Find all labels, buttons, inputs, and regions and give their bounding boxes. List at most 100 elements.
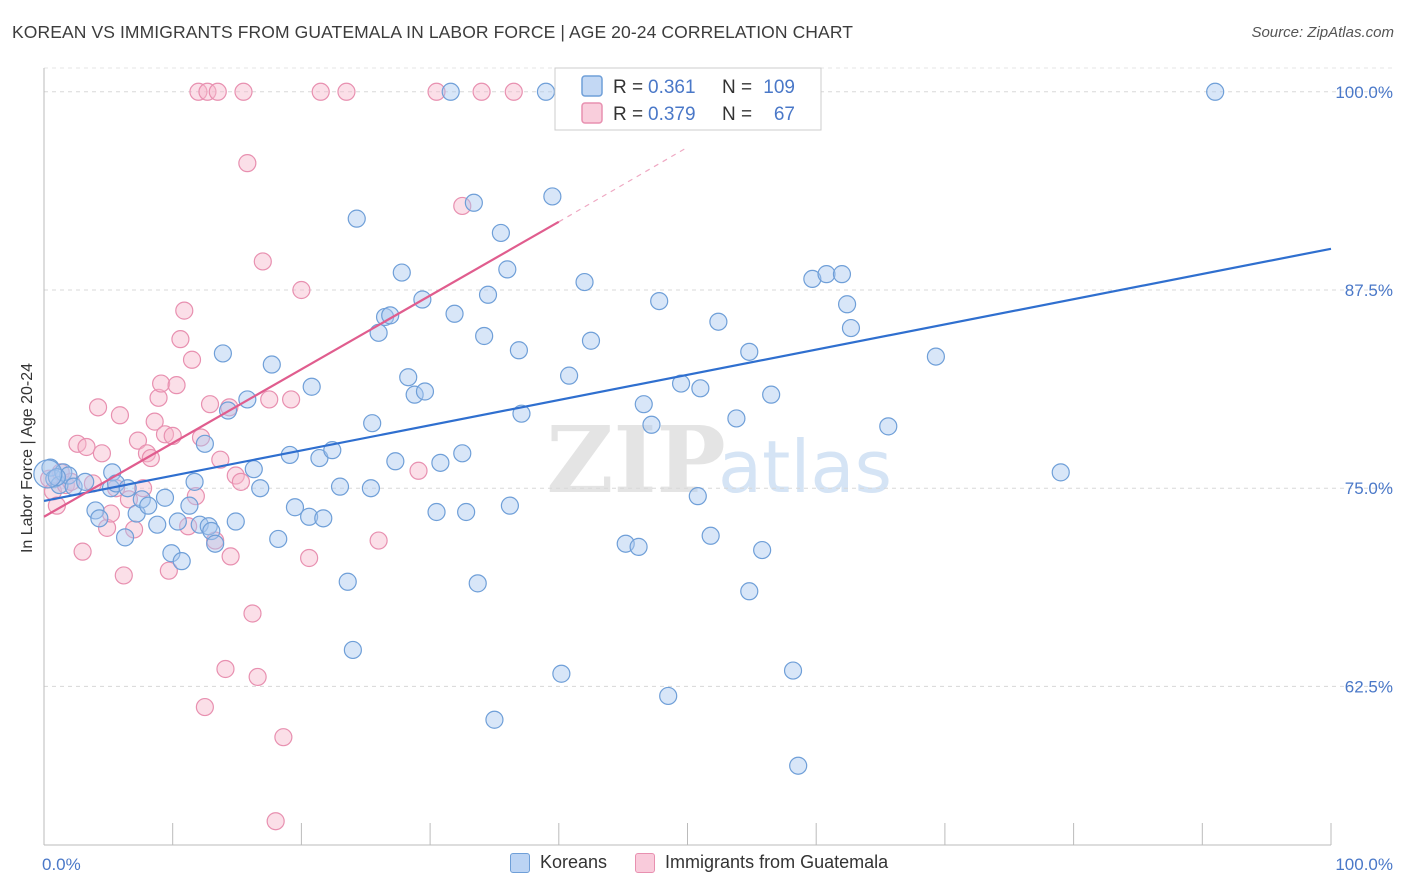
point-korean bbox=[1206, 82, 1225, 101]
y-tick-label: 87.5% bbox=[1345, 281, 1393, 300]
legend-item-koreans[interactable]: Koreans bbox=[510, 852, 607, 873]
point-guatemala bbox=[409, 461, 428, 480]
point-korean bbox=[559, 366, 579, 385]
point-korean bbox=[59, 466, 78, 485]
point-korean bbox=[441, 82, 460, 101]
point-korean bbox=[90, 509, 109, 528]
trendline-guatemala-extension bbox=[558, 146, 688, 223]
point-korean bbox=[817, 265, 836, 284]
point-korean bbox=[753, 540, 772, 560]
point-korean bbox=[386, 452, 405, 471]
point-guatemala bbox=[152, 374, 171, 393]
point-korean bbox=[485, 710, 504, 729]
point-korean bbox=[405, 385, 424, 404]
point-guatemala bbox=[145, 412, 164, 431]
y-axis-title: In Labor Force | Age 20-24 bbox=[19, 362, 36, 554]
point-korean bbox=[172, 552, 191, 571]
watermark-atlas: atlas bbox=[718, 425, 892, 509]
point-korean bbox=[269, 529, 288, 549]
point-guatemala bbox=[274, 728, 293, 747]
point-guatemala bbox=[167, 376, 186, 395]
point-korean bbox=[642, 415, 661, 434]
point-guatemala bbox=[175, 301, 194, 320]
point-guatemala bbox=[234, 82, 253, 101]
legend-label-guatemala: Immigrants from Guatemala bbox=[665, 852, 889, 872]
trendline-guatemala bbox=[43, 220, 560, 518]
point-guatemala bbox=[292, 280, 311, 300]
point-korean bbox=[841, 318, 861, 338]
point-korean bbox=[251, 479, 270, 498]
point-guatemala bbox=[101, 504, 121, 523]
point-guatemala bbox=[300, 548, 319, 568]
point-korean bbox=[581, 331, 601, 350]
point-korean bbox=[226, 512, 245, 531]
point-korean bbox=[76, 472, 95, 491]
point-guatemala bbox=[453, 196, 472, 216]
point-guatemala bbox=[92, 444, 112, 463]
legend-swatch-guatemala bbox=[635, 852, 656, 873]
point-korean bbox=[427, 502, 446, 522]
point-korean bbox=[1051, 463, 1070, 482]
point-korean bbox=[369, 323, 388, 342]
point-korean bbox=[343, 640, 362, 660]
point-guatemala bbox=[238, 154, 257, 173]
point-guatemala bbox=[266, 812, 285, 831]
point-korean bbox=[302, 377, 321, 396]
point-guatemala bbox=[243, 604, 262, 623]
y-tick-label: 62.5% bbox=[1345, 677, 1393, 696]
top-legend-n-label: N = bbox=[722, 104, 752, 125]
point-korean bbox=[498, 260, 517, 279]
point-korean bbox=[330, 477, 350, 496]
point-korean bbox=[453, 444, 472, 463]
point-guatemala bbox=[114, 566, 133, 585]
top-legend-r-value: 0.361 bbox=[648, 77, 696, 98]
point-guatemala bbox=[282, 390, 301, 409]
point-guatemala bbox=[159, 561, 178, 580]
point-korean bbox=[478, 285, 498, 304]
point-korean bbox=[155, 488, 175, 507]
point-korean bbox=[338, 572, 357, 591]
point-korean bbox=[244, 460, 263, 479]
point-guatemala bbox=[200, 395, 220, 414]
point-guatemala bbox=[211, 450, 230, 469]
point-korean bbox=[837, 295, 857, 314]
top-legend: R = 0.361 N = 109 R = 0.379 N = 67 bbox=[554, 67, 822, 131]
top-legend-n-value: 109 bbox=[763, 77, 795, 98]
chart-source: Source: ZipAtlas.com bbox=[1251, 24, 1394, 41]
point-guatemala bbox=[128, 431, 148, 450]
point-korean bbox=[727, 409, 746, 428]
y-tick-label: 100.0% bbox=[1335, 83, 1393, 102]
point-korean bbox=[789, 756, 808, 775]
point-korean bbox=[491, 223, 510, 243]
top-legend-swatch bbox=[581, 75, 603, 97]
x-tick-label-min: 0.0% bbox=[42, 855, 81, 874]
point-guatemala bbox=[182, 350, 202, 369]
point-guatemala bbox=[221, 547, 240, 566]
point-guatemala bbox=[97, 518, 117, 537]
point-guatemala bbox=[311, 82, 330, 101]
top-legend-r-label: R = bbox=[613, 77, 643, 98]
point-guatemala bbox=[253, 252, 272, 271]
chart-title: KOREAN VS IMMIGRANTS FROM GUATEMALA IN L… bbox=[12, 22, 854, 42]
legend-item-guatemala[interactable]: Immigrants from Guatemala bbox=[635, 852, 888, 873]
point-guatemala bbox=[198, 82, 217, 101]
point-korean bbox=[575, 272, 594, 292]
top-legend-n-label: N = bbox=[722, 77, 752, 98]
point-korean bbox=[314, 509, 333, 528]
point-korean bbox=[206, 534, 225, 553]
point-guatemala bbox=[186, 487, 205, 506]
point-guatemala bbox=[504, 82, 523, 101]
point-korean bbox=[347, 209, 366, 228]
point-guatemala bbox=[260, 390, 279, 409]
point-guatemala bbox=[73, 542, 92, 561]
point-korean bbox=[475, 326, 494, 346]
top-legend-r-value: 0.379 bbox=[648, 104, 696, 125]
point-korean bbox=[195, 434, 214, 453]
point-guatemala bbox=[369, 531, 388, 550]
point-korean bbox=[509, 341, 529, 360]
point-korean bbox=[262, 355, 281, 374]
point-korean bbox=[543, 187, 562, 206]
point-korean bbox=[691, 379, 710, 398]
x-tick-label-max: 100.0% bbox=[1335, 855, 1393, 874]
point-korean bbox=[688, 487, 707, 506]
